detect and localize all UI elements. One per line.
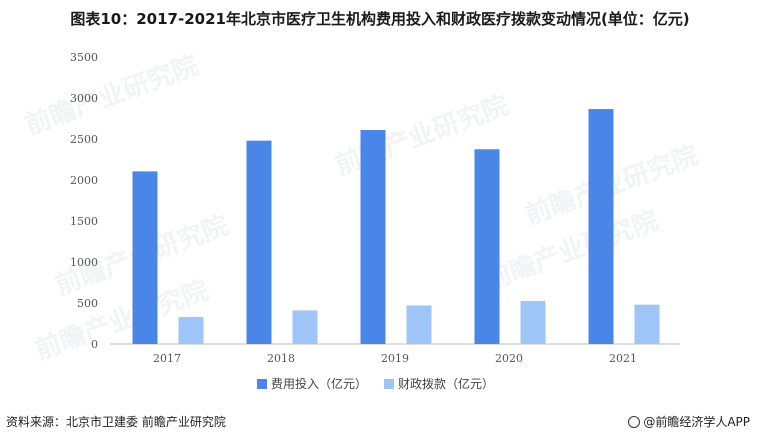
brand-label: @前瞻经济学人APP [643,415,750,429]
y-tick-label: 1000 [70,256,98,269]
y-tick-label: 3500 [70,51,98,64]
brand-credit: @前瞻经济学人APP [628,413,750,430]
bar-expense-investment [588,109,614,344]
x-tick-label: 2020 [495,352,523,365]
y-tick-label: 2000 [70,174,98,187]
x-tick-label: 2019 [381,352,409,365]
x-tick-label: 2021 [609,352,637,365]
bar-fiscal-allocation [520,300,546,344]
y-tick-label: 1500 [70,215,98,228]
bar-fiscal-allocation [178,316,204,344]
bar-fiscal-allocation [634,304,660,344]
x-tick-label: 2018 [267,352,295,365]
legend-swatch [257,379,267,389]
x-tick-label: 2017 [153,352,181,365]
bar-expense-investment [360,129,386,344]
y-tick-label: 2500 [70,133,98,146]
brand-logo-icon [628,416,641,428]
bar-expense-investment [474,149,500,344]
legend-label: 费用投入（亿元） [271,376,367,391]
legend-swatch [384,379,394,389]
legend-label: 财政拨款（亿元） [398,376,494,391]
source-note: 资料来源：北京市卫建委 前瞻产业研究院 [6,415,226,429]
y-tick-label: 0 [91,338,98,351]
bar-fiscal-allocation [292,310,318,344]
bar-expense-investment [246,140,272,344]
bar-expense-investment [132,171,158,344]
bar-fiscal-allocation [406,305,432,344]
chart-title: 图表10：2017-2021年北京市医疗卫生机构费用投入和财政医疗拨款变动情况(… [70,10,690,28]
y-tick-label: 500 [77,297,98,310]
y-tick-label: 3000 [70,92,98,105]
